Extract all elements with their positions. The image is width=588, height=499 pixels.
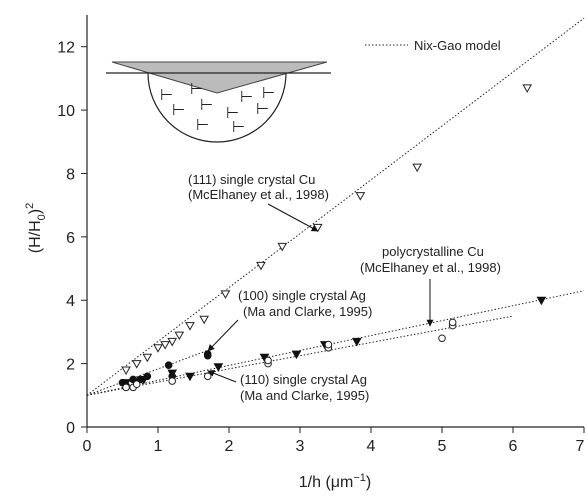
annotations: (111) single crystal Cu (McElhaney et al…: [188, 172, 501, 403]
x-tick-label: 1: [154, 438, 163, 455]
point: [167, 337, 178, 347]
point: [522, 84, 533, 93]
point: [256, 261, 266, 271]
point: [131, 360, 142, 369]
x-tick-label: 0: [83, 438, 92, 455]
point: [324, 340, 333, 349]
inset-diagram: ⊢ ⊢ ⊢ ⊢ ⊢ ⊢ ⊢ ⊢ ⊢ ⊢: [106, 61, 331, 143]
point: [438, 334, 446, 343]
point: [121, 366, 131, 375]
point: [213, 363, 224, 372]
point: [203, 372, 212, 381]
annotation: polycrystalline Cu: [382, 244, 484, 259]
annotation: (McElhaney et al., 1998): [188, 187, 329, 202]
point: [185, 372, 195, 382]
point: [291, 350, 302, 360]
y-label-sup: 2: [24, 203, 36, 209]
x-tick-label: 7: [576, 438, 585, 455]
point: [174, 331, 185, 341]
point: [153, 344, 163, 353]
point: [142, 353, 153, 363]
y-axis-label: (H/H0)2: [24, 203, 48, 253]
point: [199, 315, 210, 325]
dislocation: ⊢: [172, 102, 185, 119]
point: [312, 223, 323, 233]
point: [264, 356, 272, 365]
dislocation: ⊢: [190, 81, 203, 98]
point: [143, 372, 152, 381]
y-tick-label: 4: [66, 293, 75, 310]
model-line: [86, 17, 585, 396]
y-label-part: ): [27, 209, 44, 214]
x-label-part: 1/h (μm: [299, 474, 354, 491]
annotation: (Ma and Clarke, 1995): [243, 304, 372, 319]
point: [122, 383, 130, 392]
y-tick-label: 12: [57, 40, 75, 57]
point: [351, 337, 362, 347]
dislocation: ⊢: [200, 97, 213, 114]
annotation: (110) single crystal Ag: [240, 372, 367, 387]
x-label-part: ): [366, 474, 371, 491]
x-tick-label: 3: [296, 438, 305, 455]
x-tick-label: 5: [438, 438, 447, 455]
point: [412, 163, 423, 173]
point: [448, 318, 457, 327]
point: [203, 351, 212, 360]
x-tick-label: 2: [225, 438, 234, 455]
point: [220, 290, 231, 299]
annotation: (Ma and Clarke, 1995): [240, 388, 369, 403]
dislocation: ⊢: [256, 101, 269, 118]
x-axis-label: 1/h (μm−1): [299, 472, 371, 491]
y-label-sub: 0: [36, 214, 48, 220]
point: [160, 341, 170, 350]
point: [277, 242, 288, 252]
x-tick-label: 6: [509, 438, 518, 455]
dislocation: ⊢: [232, 119, 245, 136]
annotation: (McElhaney et al., 1998): [360, 260, 501, 275]
y-label-part: (H/H: [27, 220, 44, 253]
model-line: [86, 315, 514, 396]
y-tick-label: 10: [57, 103, 75, 120]
y-tick-label: 8: [66, 166, 75, 183]
dislocation: ⊢: [262, 85, 275, 102]
dislocation: ⊢: [160, 87, 173, 104]
point: [164, 361, 173, 370]
x-tick-label: 4: [367, 438, 376, 455]
dislocation: ⊢: [196, 117, 209, 134]
dislocation: ⊢: [226, 105, 239, 122]
y-tick-label: 2: [66, 357, 75, 374]
legend-label: Nix-Gao model: [414, 38, 501, 53]
dislocation: ⊢: [240, 89, 253, 106]
point: [168, 377, 176, 385]
y-tick-label: 0: [66, 420, 75, 437]
y-tick-label: 6: [66, 230, 75, 247]
point: [132, 380, 141, 389]
point: [185, 322, 195, 331]
legend: Nix-Gao model: [365, 38, 501, 53]
x-label-sup: −1: [353, 472, 366, 484]
annotation: (111) single crystal Cu: [188, 172, 315, 187]
annotation: (100) single crystal Ag: [238, 288, 366, 303]
point: [355, 192, 366, 201]
point: [536, 296, 547, 306]
